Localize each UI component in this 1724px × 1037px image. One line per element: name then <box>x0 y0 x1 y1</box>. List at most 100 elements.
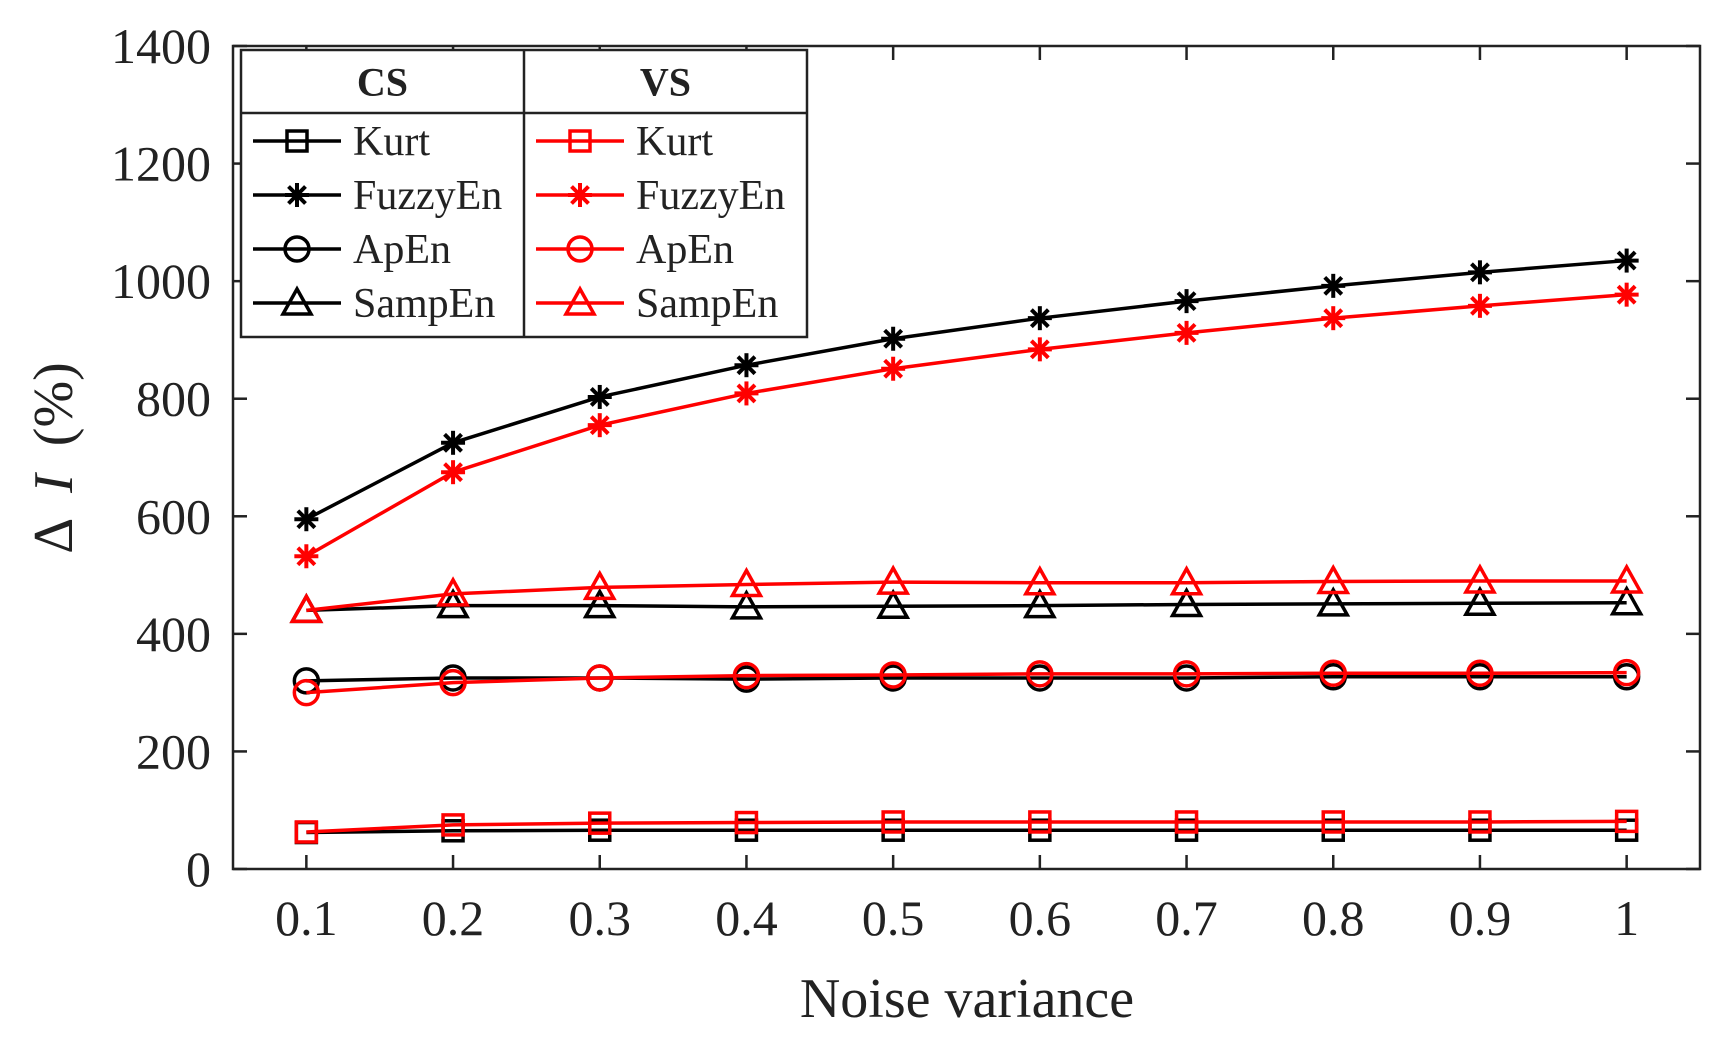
data-point-cs-sampen <box>876 588 911 619</box>
series-line-cs-fuzzyen <box>305 258 1627 521</box>
series-vs-fuzzyen <box>294 282 1639 569</box>
series-line-cs-sampen <box>306 600 1627 613</box>
data-point-cs-sampen <box>582 588 617 619</box>
series-vs-apen <box>292 658 1641 707</box>
legend-marker-cs-apen <box>283 235 311 263</box>
y-tick-label: 600 <box>136 488 211 544</box>
x-tick-label: 0.5 <box>862 890 925 946</box>
data-point-cs-sampen <box>1169 586 1204 618</box>
data-point-vs-sampen <box>1609 563 1644 594</box>
data-point-vs-fuzzyen <box>441 460 466 485</box>
data-point-cs-fuzzyen <box>1321 273 1346 298</box>
legend-label-vs-fuzzyen: FuzzyEn <box>636 173 785 219</box>
data-point-cs-fuzzyen <box>1027 306 1052 331</box>
series-line-cs-apen <box>306 675 1627 683</box>
x-tick-label: 0.4 <box>715 890 778 946</box>
data-point-vs-fuzzyen <box>1614 282 1639 307</box>
x-tick-label: 0.2 <box>422 890 485 946</box>
x-tick-label: 0.6 <box>1009 890 1072 946</box>
legend-marker-cs-sampen <box>280 285 314 316</box>
data-point-vs-kurt <box>734 810 759 835</box>
legend-marker-vs-kurt <box>568 129 592 153</box>
data-point-vs-kurt <box>1614 809 1639 834</box>
data-point-cs-fuzzyen <box>734 353 759 378</box>
series-line-vs-fuzzyen <box>305 292 1627 558</box>
y-axis-label: Δ I (%) <box>23 362 85 554</box>
y-tick-label: 1000 <box>111 253 211 309</box>
data-point-cs-fuzzyen <box>1467 260 1492 285</box>
data-point-vs-sampen <box>582 569 617 601</box>
data-point-cs-sampen <box>1022 588 1057 619</box>
data-point-vs-sampen <box>1022 565 1057 596</box>
data-point-vs-fuzzyen <box>1467 293 1492 318</box>
data-point-cs-sampen <box>1462 585 1497 617</box>
y-tick-label: 1400 <box>111 18 211 74</box>
axes-layer: 0 200 400 600 800 1000 1200 1400 0.1 0.2 0.3 0.4 0.5… <box>111 18 1702 946</box>
data-point-vs-sampen <box>436 576 471 607</box>
y-tick-label: 0 <box>186 841 211 897</box>
series-line-cs-kurt <box>306 828 1627 835</box>
data-point-vs-fuzzyen <box>881 356 906 381</box>
data-point-cs-sampen <box>1316 586 1351 617</box>
data-point-vs-apen <box>1612 658 1641 687</box>
data-point-vs-sampen <box>1169 565 1204 596</box>
data-point-vs-fuzzyen <box>734 381 759 406</box>
data-point-vs-apen <box>586 664 614 692</box>
data-point-cs-sampen <box>729 589 764 620</box>
data-point-vs-sampen <box>289 592 324 624</box>
series-vs-sampen <box>289 563 1644 624</box>
data-point-cs-sampen <box>1609 585 1644 616</box>
x-tick-label: 0.9 <box>1449 890 1512 946</box>
legend-label-vs-kurt: Kurt <box>636 119 713 165</box>
legend-label-cs-kurt: Kurt <box>353 119 430 165</box>
data-point-vs-apen <box>439 668 467 697</box>
x-tick-label: 1 <box>1614 890 1639 946</box>
legend-layer: CS Kurt FuzzyEn ApEn SampEn VS Kurt FuzzyEn ApEn… <box>239 48 809 339</box>
data-point-vs-kurt <box>441 813 465 837</box>
series-line-vs-sampen <box>306 579 1627 613</box>
legend-label-cs-fuzzyen: FuzzyEn <box>353 173 502 219</box>
legend-label-cs-apen: ApEn <box>353 227 451 273</box>
legend-header-cs: CS <box>357 60 408 105</box>
data-point-vs-kurt <box>1174 810 1199 834</box>
y-tick-label: 200 <box>136 723 211 779</box>
data-point-cs-fuzzyen <box>587 384 612 409</box>
y-axis-label-unit: (%) <box>23 362 85 446</box>
y-axis-label-symbol: Δ <box>23 520 85 554</box>
x-tick-label: 0.1 <box>275 890 338 946</box>
data-point-vs-sampen <box>1316 563 1351 595</box>
data-point-vs-sampen <box>1462 563 1497 594</box>
legend-marker-cs-fuzzyen <box>285 183 309 207</box>
data-point-vs-kurt <box>1321 810 1345 834</box>
data-point-cs-apen <box>292 667 321 695</box>
data-point-vs-fuzzyen <box>1027 337 1052 362</box>
legend-label-vs-sampen: SampEn <box>636 281 778 327</box>
legend-marker-vs-apen <box>566 235 594 263</box>
data-point-cs-fuzzyen <box>294 507 319 532</box>
x-tick-label: 0.3 <box>569 890 632 946</box>
x-tick-label: 0.8 <box>1302 890 1365 946</box>
data-point-vs-fuzzyen <box>294 544 319 569</box>
data-point-vs-fuzzyen <box>587 413 612 438</box>
data-point-vs-kurt <box>1468 810 1492 834</box>
data-point-vs-kurt <box>881 810 905 834</box>
data-point-vs-sampen <box>729 566 764 598</box>
series-vs-kurt <box>294 809 1639 844</box>
data-point-vs-apen <box>1466 659 1494 687</box>
data-point-vs-kurt <box>294 820 319 844</box>
y-tick-label: 800 <box>136 371 211 427</box>
legend-label-vs-apen: ApEn <box>636 227 734 273</box>
data-point-cs-fuzzyen <box>1174 289 1199 314</box>
data-point-cs-fuzzyen <box>441 430 466 455</box>
data-point-vs-kurt <box>588 811 612 835</box>
data-point-vs-apen <box>1172 660 1201 688</box>
data-point-vs-apen <box>879 661 907 689</box>
legend-label-cs-sampen: SampEn <box>353 281 495 327</box>
data-point-vs-apen <box>1319 659 1347 687</box>
series-line-vs-kurt <box>306 819 1627 834</box>
data-point-vs-fuzzyen <box>1321 306 1346 331</box>
plot-frame <box>231 44 1702 871</box>
data-point-vs-sampen <box>876 564 911 595</box>
x-tick-label: 0.7 <box>1155 890 1218 946</box>
